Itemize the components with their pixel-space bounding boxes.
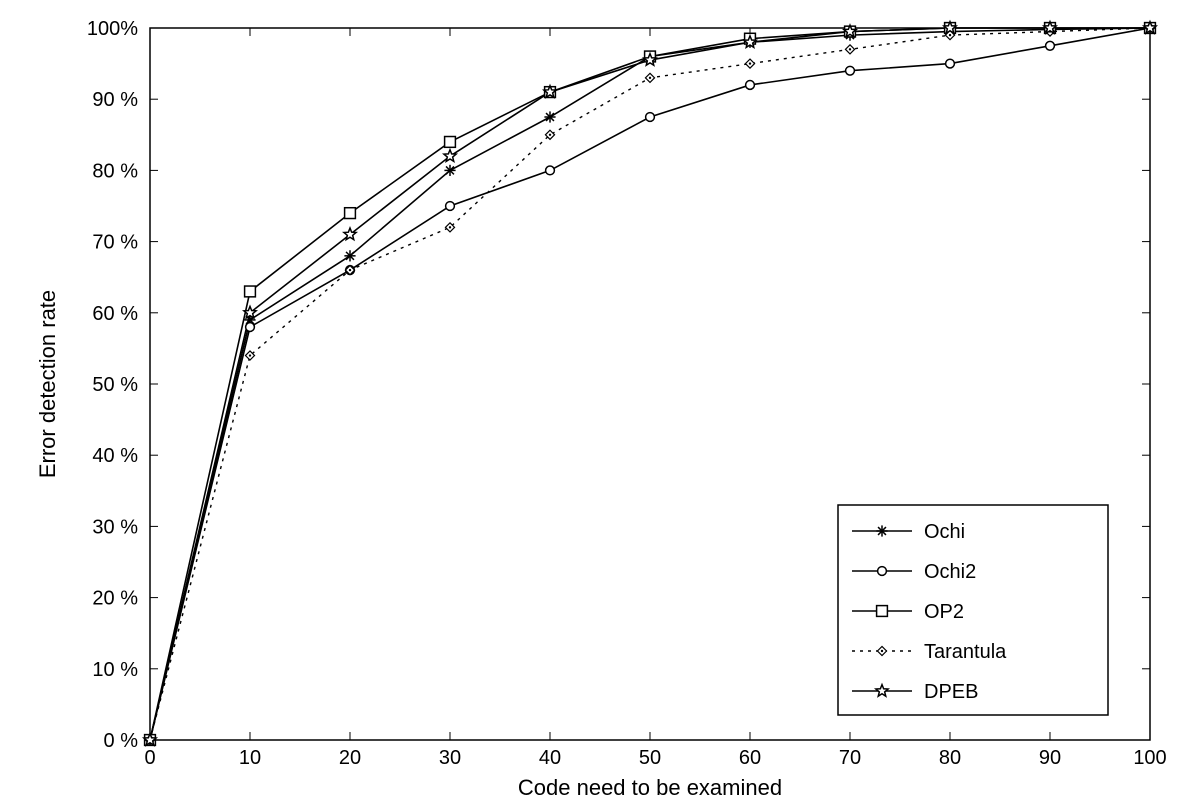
legend-item-label: OP2 <box>924 601 964 623</box>
x-tick-label: 0 <box>144 747 155 769</box>
marker-diamond-dot <box>649 77 651 79</box>
chart-container: 0 10 20 30 40 50 60 70 80 90 100 0 % 10 % 20 % 30 % 40 … <box>0 0 1190 811</box>
marker-square <box>877 606 888 617</box>
legend: Ochi Ochi2 OP2 Tarantula DPEB <box>838 505 1108 715</box>
marker-diamond-dot <box>849 48 851 50</box>
x-tick-label: 50 <box>639 747 661 769</box>
y-tick-label: 30 % <box>92 516 138 538</box>
y-tick-label: 80 % <box>92 160 138 182</box>
line-chart: 0 10 20 30 40 50 60 70 80 90 100 0 % 10 % 20 % 30 % 40 … <box>0 0 1190 811</box>
legend-item-label: Tarantula <box>924 641 1007 663</box>
marker-diamond-dot <box>249 354 251 356</box>
y-tick-label: 20 % <box>92 588 138 610</box>
marker-square <box>245 286 256 297</box>
marker-circle <box>846 66 855 75</box>
marker-diamond-dot <box>881 650 883 652</box>
y-tick-label: 0 % <box>104 730 139 752</box>
marker-circle <box>746 81 755 90</box>
y-tick-label: 70 % <box>92 232 138 254</box>
x-tick-label: 90 <box>1039 747 1061 769</box>
y-tick-label: 40 % <box>92 445 138 467</box>
marker-circle <box>546 166 555 175</box>
marker-diamond-dot <box>749 62 751 64</box>
y-tick-label: 90 % <box>92 89 138 111</box>
legend-item-label: DPEB <box>924 681 978 703</box>
marker-square <box>445 137 456 148</box>
marker-circle <box>946 59 955 68</box>
y-tick-label: 100% <box>87 18 138 40</box>
x-tick-label: 10 <box>239 747 261 769</box>
marker-circle <box>878 567 887 576</box>
x-tick-label: 100 <box>1133 747 1166 769</box>
y-tick-label: 60 % <box>92 303 138 325</box>
marker-diamond-dot <box>449 226 451 228</box>
x-tick-label: 70 <box>839 747 861 769</box>
marker-circle <box>246 323 255 332</box>
legend-item-label: Ochi2 <box>924 561 976 583</box>
x-axis-label: Code need to be examined <box>518 775 782 800</box>
y-tick-label: 50 % <box>92 374 138 396</box>
x-tick-label: 30 <box>439 747 461 769</box>
marker-circle <box>646 113 655 122</box>
x-tick-label: 40 <box>539 747 561 769</box>
marker-diamond-dot <box>949 34 951 36</box>
y-tick-label: 10 % <box>92 659 138 681</box>
x-tick-label: 80 <box>939 747 961 769</box>
marker-diamond-dot <box>549 134 551 136</box>
legend-item-label: Ochi <box>924 521 965 543</box>
marker-square <box>345 208 356 219</box>
marker-diamond-dot <box>349 269 351 271</box>
y-axis-label: Error detection rate <box>35 290 60 478</box>
x-tick-label: 60 <box>739 747 761 769</box>
marker-circle <box>1046 41 1055 50</box>
marker-circle <box>446 202 455 211</box>
x-tick-label: 20 <box>339 747 361 769</box>
